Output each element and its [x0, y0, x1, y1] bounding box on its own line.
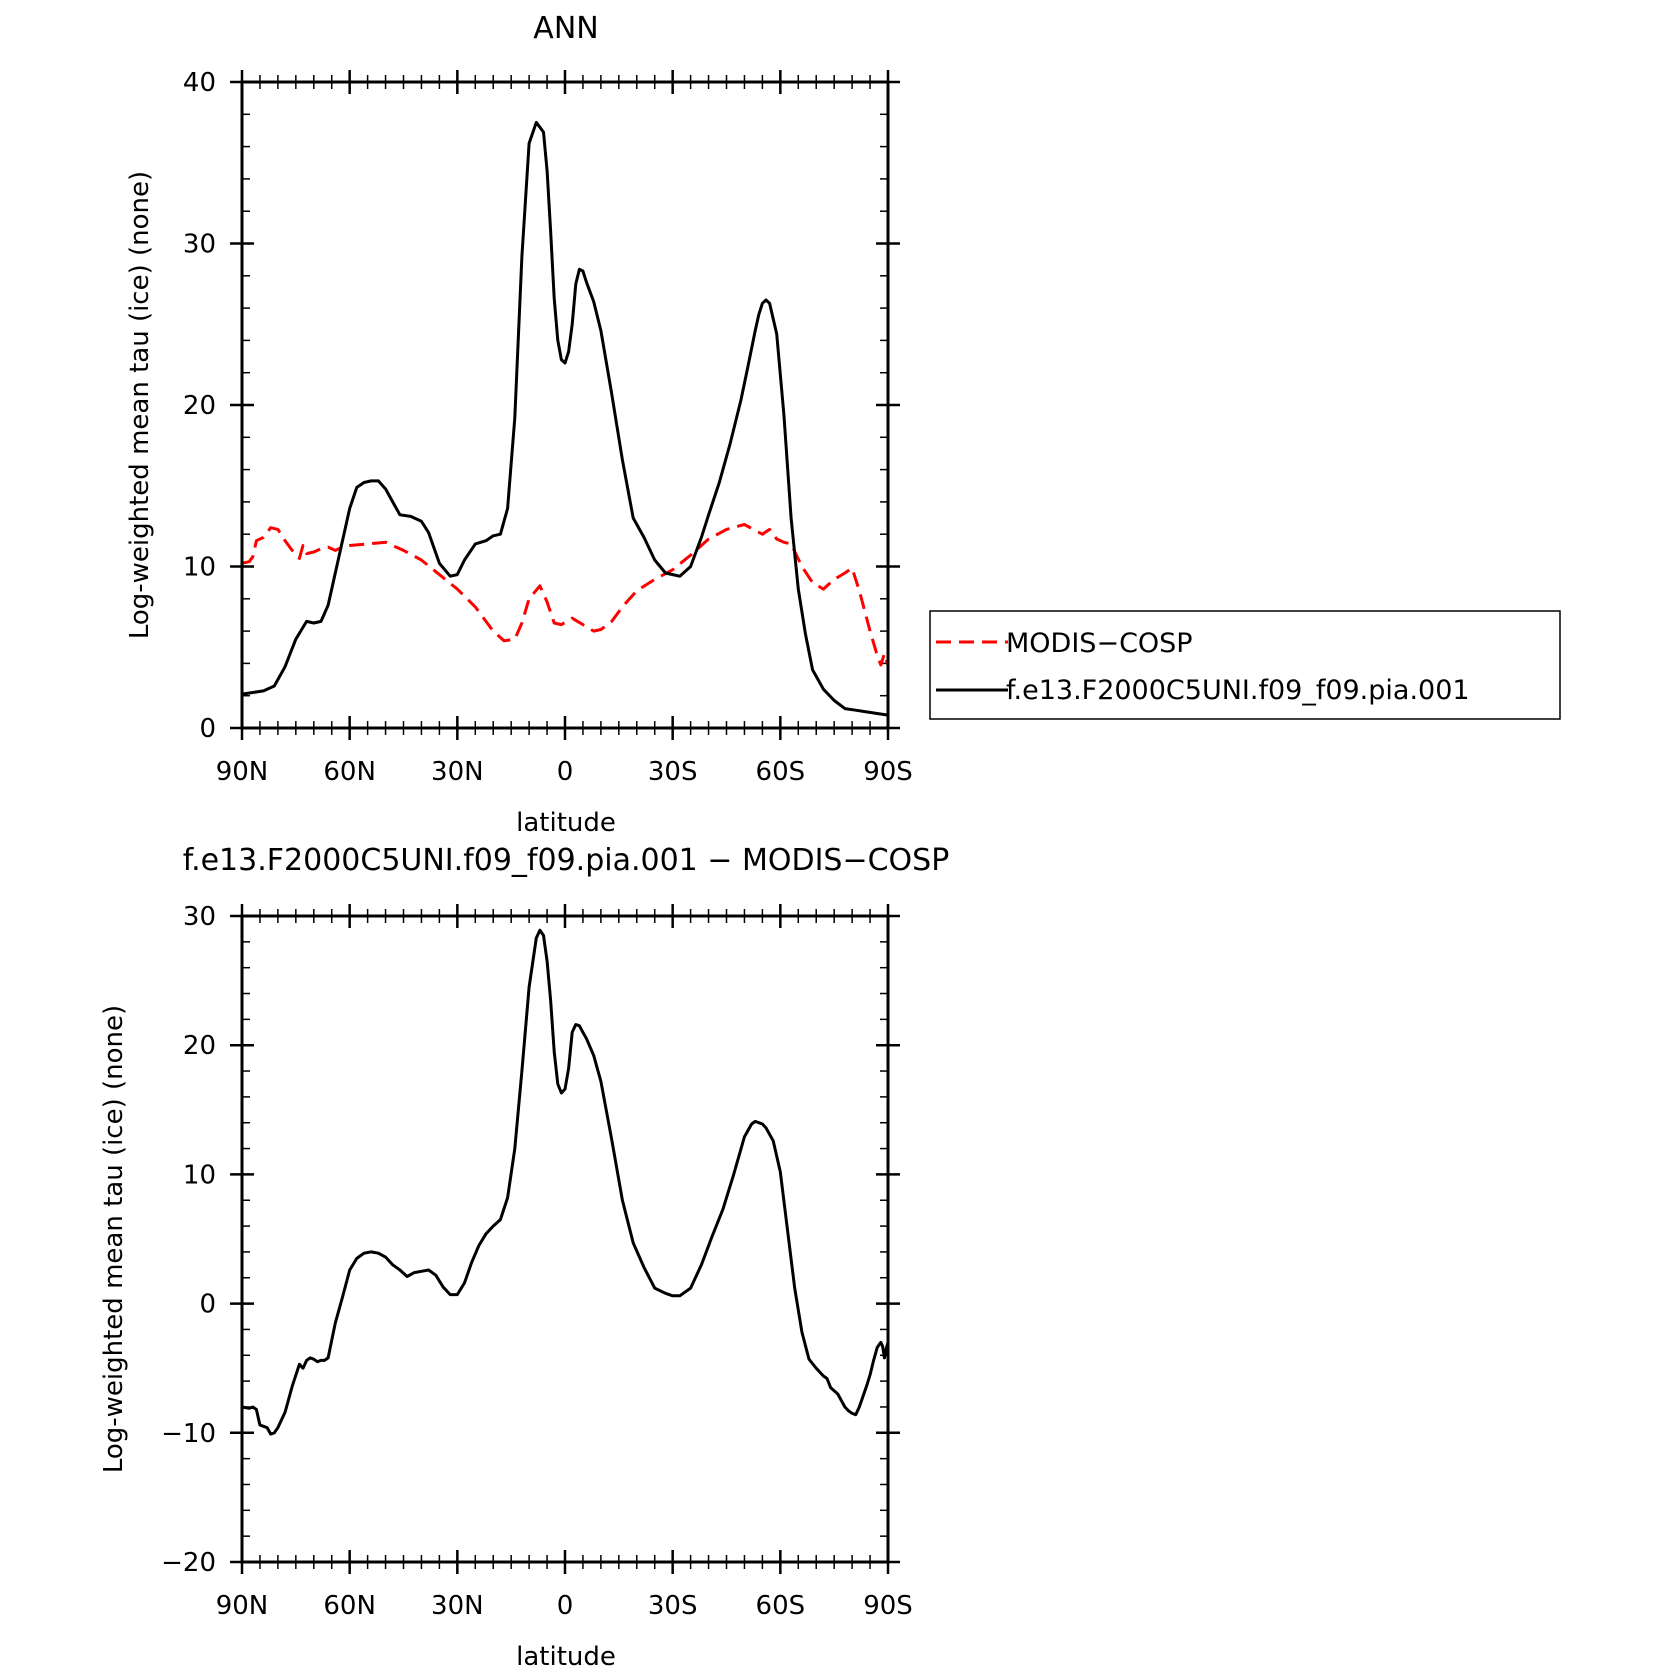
legend: MODIS−COSP f.e13.F2000C5UNI.f09_f09.pia.…: [929, 610, 1561, 720]
series-line-1-0: [241, 928, 890, 1436]
bottom-series: [241, 928, 890, 1436]
top-plot-frame: [240, 80, 890, 730]
y-tick-label: 30: [183, 902, 216, 932]
top-axis-ticks: [230, 70, 900, 740]
series-line-0-0: [241, 523, 890, 667]
y-tick-label: 0: [199, 1290, 216, 1320]
top-x-axis-label: latitude: [516, 808, 616, 838]
x-tick-label: 0: [557, 757, 574, 787]
y-tick-label: 40: [183, 68, 216, 98]
x-tick-label: 60S: [756, 757, 806, 787]
bottom-axis-ticks: [230, 904, 900, 1574]
legend-box: [929, 610, 1561, 720]
bottom-y-axis-label: Log-weighted mean tau (ice) (none): [99, 1005, 129, 1473]
top-chart-title: ANN: [533, 11, 598, 46]
x-tick-label: 30S: [648, 1591, 698, 1621]
top-series: [241, 120, 890, 717]
x-tick-label: 0: [557, 1591, 574, 1621]
y-tick-label: −20: [161, 1548, 216, 1578]
legend-label-modis-cosp: MODIS−COSP: [1006, 628, 1193, 659]
x-tick-label: 90N: [216, 757, 269, 787]
x-tick-label: 30S: [648, 757, 698, 787]
x-tick-label: 30N: [431, 757, 484, 787]
bottom-tick-labels: 90N 60N 30N 0 30S 60S 90S −20 −10 0 10 20 30: [161, 902, 913, 1621]
bottom-panel: f.e13.F2000C5UNI.f09_f09.pia.001 − MODIS…: [99, 843, 949, 1672]
x-tick-label: 30N: [431, 1591, 484, 1621]
x-tick-label: 60N: [323, 757, 376, 787]
x-tick-label: 90S: [863, 757, 913, 787]
x-tick-label: 90N: [216, 1591, 269, 1621]
y-tick-label: 10: [183, 553, 216, 583]
x-tick-label: 90S: [863, 1591, 913, 1621]
x-tick-label: 60N: [323, 1591, 376, 1621]
bottom-x-axis-label: latitude: [516, 1642, 616, 1672]
top-tick-labels: 90N 60N 30N 0 30S 60S 90S 0 10 20 30 40: [183, 68, 913, 787]
y-tick-label: 10: [183, 1160, 216, 1190]
bottom-chart-title: f.e13.F2000C5UNI.f09_f09.pia.001 − MODIS…: [183, 843, 950, 878]
y-tick-label: 20: [183, 1031, 216, 1061]
y-tick-label: 20: [183, 391, 216, 421]
y-tick-label: 0: [199, 714, 216, 744]
series-line-0-1: [241, 120, 889, 717]
y-tick-label: −10: [161, 1419, 216, 1449]
legend-label-model: f.e13.F2000C5UNI.f09_f09.pia.001: [1006, 675, 1470, 706]
top-panel: ANN 90N 60N 30N 0 30S 60S 90S 0 10 20 30 40 latitud…: [125, 11, 913, 838]
bottom-plot-frame: [240, 914, 890, 1564]
top-y-axis-label: Log-weighted mean tau (ice) (none): [125, 171, 155, 639]
x-tick-label: 60S: [756, 1591, 806, 1621]
y-tick-label: 30: [183, 230, 216, 260]
